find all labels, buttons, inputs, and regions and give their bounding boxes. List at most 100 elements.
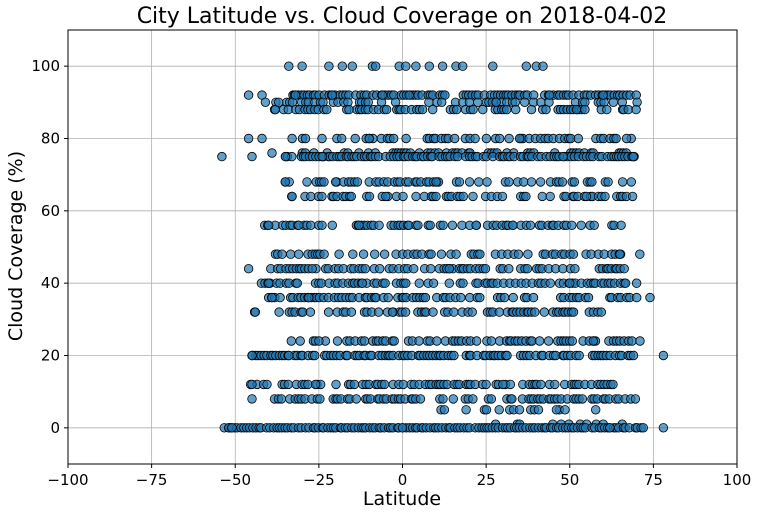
data-point <box>468 104 478 115</box>
data-point <box>351 394 362 404</box>
data-point <box>598 90 608 100</box>
data-point <box>541 104 551 115</box>
data-point <box>635 249 645 259</box>
y-tick-label: 100 <box>31 57 60 75</box>
data-point <box>630 394 641 404</box>
data-point <box>627 191 638 202</box>
data-point <box>498 379 508 390</box>
data-point <box>417 104 428 115</box>
data-point <box>583 292 594 303</box>
data-point <box>437 97 447 108</box>
data-point <box>627 336 637 346</box>
data-point <box>284 61 294 71</box>
data-point <box>588 336 598 346</box>
data-point <box>448 394 459 404</box>
x-axis-label: Latitude <box>363 488 441 510</box>
data-point <box>337 133 347 144</box>
data-point <box>534 336 545 346</box>
data-point <box>611 133 621 144</box>
data-point <box>401 133 411 144</box>
data-point <box>635 336 645 346</box>
data-point <box>569 177 580 187</box>
data-point <box>310 350 320 361</box>
data-point <box>631 278 642 288</box>
data-point <box>370 249 380 259</box>
data-point <box>631 104 641 115</box>
data-point <box>568 307 579 317</box>
y-tick-label: 20 <box>41 347 60 365</box>
data-point <box>480 264 491 274</box>
data-point <box>304 292 314 303</box>
data-point <box>425 220 435 231</box>
chart-title: City Latitude vs. Cloud Coverage on 2018… <box>137 4 668 29</box>
data-point <box>626 177 637 187</box>
data-point <box>350 133 360 144</box>
data-point <box>389 133 399 144</box>
data-point <box>387 307 398 317</box>
data-point <box>508 220 518 231</box>
data-point <box>319 177 329 187</box>
data-point <box>287 191 297 202</box>
data-point <box>217 151 227 162</box>
data-point <box>274 97 284 108</box>
data-point <box>314 336 324 346</box>
data-point <box>264 278 274 288</box>
data-point <box>411 61 421 71</box>
y-tick-label: 0 <box>50 419 60 437</box>
data-point <box>523 249 533 259</box>
data-point <box>305 307 316 317</box>
data-point <box>438 394 448 404</box>
data-point <box>449 350 459 361</box>
data-point <box>502 350 512 361</box>
data-point <box>337 61 348 71</box>
data-point <box>415 394 426 404</box>
data-point <box>538 61 548 71</box>
data-point <box>638 423 649 433</box>
data-point <box>276 394 287 404</box>
data-point <box>567 336 578 346</box>
data-point <box>567 220 577 231</box>
data-point <box>267 148 277 158</box>
y-tick-label: 40 <box>41 274 60 292</box>
data-point <box>481 133 492 144</box>
data-point <box>526 177 537 187</box>
data-point <box>605 423 615 433</box>
data-point <box>468 394 478 404</box>
data-point <box>352 177 363 187</box>
x-tick-label: −75 <box>136 471 168 489</box>
data-point <box>458 278 468 288</box>
data-point <box>475 249 485 259</box>
data-point <box>334 249 344 259</box>
data-point <box>380 278 390 288</box>
data-point <box>426 264 436 274</box>
data-point <box>589 220 599 231</box>
data-point <box>628 151 639 162</box>
data-point <box>467 307 477 317</box>
data-point <box>294 220 304 231</box>
data-point <box>347 61 358 71</box>
data-point <box>570 264 580 274</box>
data-point <box>379 379 390 390</box>
data-point <box>504 133 514 144</box>
data-point <box>444 264 455 274</box>
data-point <box>521 61 532 71</box>
data-point <box>537 191 548 202</box>
data-point <box>280 177 291 187</box>
data-point <box>533 405 544 415</box>
data-point <box>514 405 525 415</box>
data-point <box>310 379 321 390</box>
data-point <box>451 249 461 259</box>
data-point <box>450 133 460 144</box>
data-point <box>324 61 334 71</box>
x-tick-label: −25 <box>303 471 335 489</box>
data-point <box>426 249 436 259</box>
data-point <box>401 61 411 71</box>
data-point <box>587 177 597 187</box>
data-point <box>471 220 481 231</box>
data-point <box>377 90 388 100</box>
data-point <box>470 133 480 144</box>
data-point <box>436 249 447 259</box>
data-point <box>504 177 514 187</box>
data-point <box>447 220 458 231</box>
